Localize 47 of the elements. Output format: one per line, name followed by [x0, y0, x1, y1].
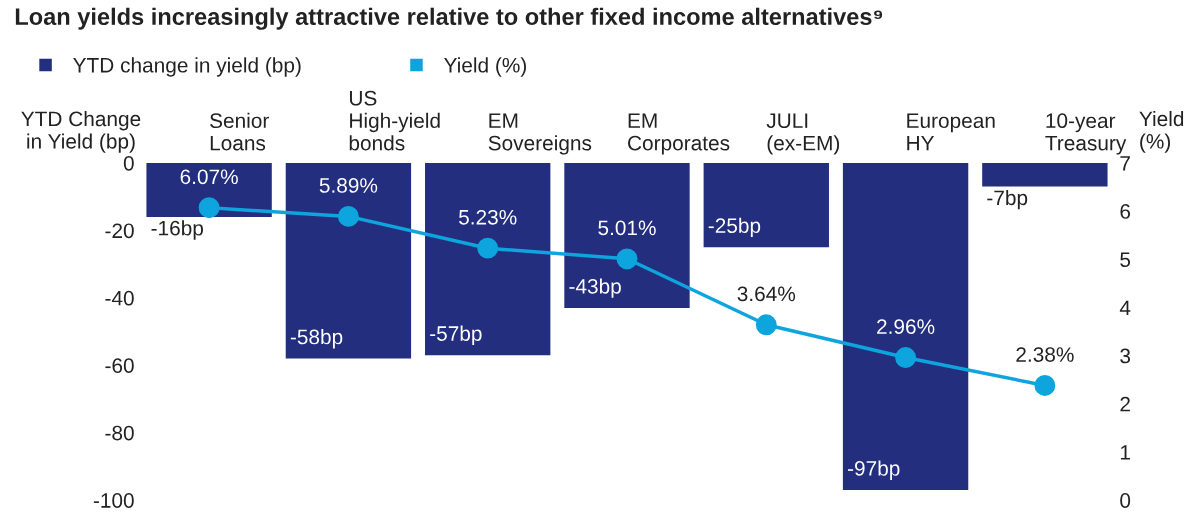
x-tick-label: JULI (ex-EM): [766, 113, 840, 155]
y-tick-label: -60: [105, 358, 134, 373]
data-label: -43bp: [569, 278, 621, 298]
data-label: -7bp: [987, 189, 1028, 210]
y-tick-label: -20: [105, 223, 134, 239]
point: [755, 314, 777, 336]
x-tick-label: European HY: [907, 113, 995, 151]
point: [337, 205, 359, 227]
point: [477, 237, 499, 259]
x-tick-label: 10-year Treasury: [1045, 113, 1127, 155]
y2-tick-label: 1: [1120, 445, 1130, 460]
legend-label: Yield (%): [444, 57, 526, 77]
data-label: 2.96%: [877, 319, 935, 334]
y2-tick-label: 4: [1119, 300, 1131, 315]
y2-tick-label: 6: [1120, 204, 1131, 219]
y2-tick-label: 0: [1120, 493, 1131, 508]
chart-title: Loan yields increasingly attractive relative to other fixed income alternatives⁹: [15, 7, 883, 30]
data-label: 3.64%: [737, 286, 796, 302]
y-tick-label: 0: [123, 155, 134, 171]
data-label: -25bp: [708, 217, 761, 238]
y-tick-label: -100: [93, 493, 134, 508]
data-label: -97bp: [848, 460, 900, 480]
y2-tick-label: 2: [1120, 396, 1130, 412]
x-tick-label: EM Corporates: [628, 113, 730, 155]
y2-tick-label: 7: [1120, 156, 1130, 171]
x-tick-label: US High-yield bonds: [349, 90, 440, 151]
y-axis-title: YTD Change in Yield (bp): [21, 110, 141, 153]
data-label: 6.07%: [180, 169, 238, 185]
y2-tick-label: 5: [1120, 252, 1131, 268]
data-label: -57bp: [430, 325, 482, 346]
data-label: -16bp: [151, 220, 204, 240]
data-label: 5.23%: [459, 209, 517, 225]
point: [895, 347, 916, 368]
x-tick-label: Senior Loans: [210, 112, 269, 151]
y-tick-label: -40: [105, 290, 134, 306]
data-label: 5.89%: [319, 178, 378, 193]
data-label: 5.01%: [598, 220, 656, 236]
x-tick-label: EM Sovereigns: [488, 113, 592, 155]
y-tick-label: -80: [105, 425, 134, 441]
y2-axis-title: Yield (%): [1139, 110, 1184, 153]
data-label: -58bp: [290, 328, 343, 349]
point: [198, 197, 220, 219]
point: [616, 248, 638, 270]
point: [1034, 375, 1056, 396]
data-label: 2.38%: [1016, 347, 1074, 362]
legend-label: YTD change in yield (bp): [73, 57, 301, 77]
y2-tick-label: 3: [1120, 348, 1131, 364]
